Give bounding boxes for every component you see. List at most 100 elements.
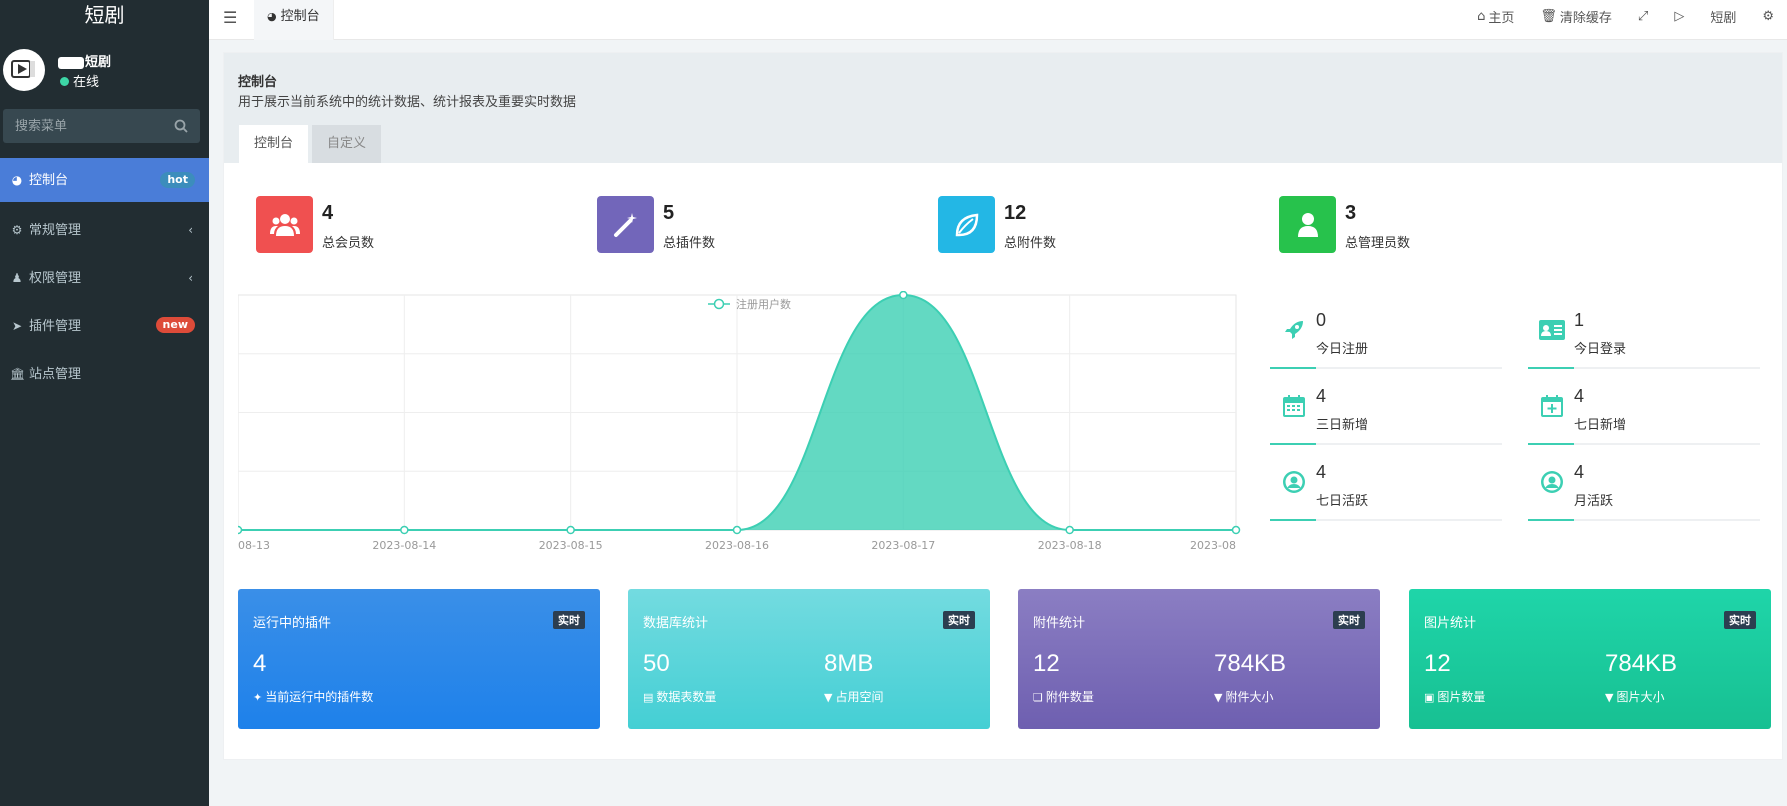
sidebar-item-label: 权限管理 <box>29 271 82 286</box>
chart-data-point <box>566 525 575 535</box>
card-value: 50 <box>643 650 670 677</box>
sidebar-item-general[interactable]: ⚙ 常规管理 ‹ <box>0 206 209 254</box>
mini-stat-today-login: 1 今日登录 <box>1528 308 1760 388</box>
users-icon: ♟ <box>11 271 23 285</box>
search-input[interactable] <box>3 109 163 143</box>
card-sub: ❏ 附件数量 <box>1033 688 1094 705</box>
card-title: 数据库统计 <box>643 616 709 631</box>
realtime-tag: 实时 <box>1724 611 1756 629</box>
user-status-label: 在线 <box>73 75 100 90</box>
fullscreen-button[interactable]: ⤢ <box>1638 9 1648 24</box>
chart-data-point <box>1065 525 1074 535</box>
card-title: 运行中的插件 <box>253 616 332 631</box>
realtime-tag: 实时 <box>943 611 975 629</box>
mini-stat-three-day: 4 三日新增 <box>1270 384 1502 464</box>
stat-icon-box <box>1279 196 1336 253</box>
tab-dashboard-content[interactable]: 控制台 <box>239 125 309 163</box>
dashboard-icon: ◕ <box>11 173 23 187</box>
tab-dashboard[interactable]: ◕ 控制台 <box>254 0 334 40</box>
settings-button[interactable]: ⚙ <box>1762 9 1774 24</box>
search-icon[interactable] <box>174 119 188 133</box>
sidebar-item-permissions[interactable]: ♟ 权限管理 ‹ <box>0 254 209 302</box>
card-sub-label: 图片大小 <box>1616 690 1665 704</box>
sidebar-item-dashboard[interactable]: ◕ 控制台 hot <box>0 158 209 202</box>
top-header: ☰ ◕ 控制台 ⌂ 主页 🗑 清除缓存 ⤢ ▷ 短剧 ⚙ <box>209 0 1787 40</box>
calendar-plus-icon <box>1538 392 1566 420</box>
chart-data-point <box>732 525 742 535</box>
stat-icon-box <box>256 196 313 253</box>
chart-data-point <box>899 291 908 300</box>
redacted-name <box>58 56 84 69</box>
user-circle-icon <box>1280 468 1308 496</box>
chart-legend-label: 注册用户数 <box>736 297 791 311</box>
chart-x-tick-label: 2023-08 <box>1190 539 1236 552</box>
card-sub-label: 占用空间 <box>835 690 884 704</box>
sidebar-item-site[interactable]: 🏛 站点管理 <box>0 350 209 398</box>
card-sub: ▼ 图片大小 <box>1605 688 1664 705</box>
stat-value: 4 <box>322 202 334 224</box>
filter-icon: ▼ <box>1214 691 1223 704</box>
stat-icon-box <box>938 196 995 253</box>
mini-stat-label: 七日新增 <box>1574 418 1627 433</box>
card-sub-label: 附件大小 <box>1225 690 1274 704</box>
divider <box>1270 519 1502 521</box>
stat-label: 总附件数 <box>1004 236 1057 251</box>
trash-icon: 🗑 <box>1540 9 1557 24</box>
header-actions: ⌂ 主页 🗑 清除缓存 ⤢ ▷ 短剧 ⚙ <box>1464 0 1787 33</box>
clear-cache-label: 清除缓存 <box>1559 11 1612 26</box>
leaf-icon <box>955 213 978 236</box>
home-link[interactable]: ⌂ 主页 <box>1477 7 1514 26</box>
chart-x-tick-label: 08-13 <box>238 539 270 552</box>
chart-x-tick-label: 2023-08-18 <box>1038 539 1102 552</box>
stat-label: 总插件数 <box>663 236 716 251</box>
menu-search <box>3 109 200 143</box>
divider <box>1528 519 1760 521</box>
site-avatar[interactable]: ▷ <box>1674 9 1684 24</box>
mini-stat-value: 4 <box>1574 462 1585 482</box>
database-icon: ▤ <box>643 691 654 704</box>
image-icon: ▣ <box>1424 691 1435 704</box>
stat-label: 总管理员数 <box>1345 236 1411 251</box>
new-badge: new <box>155 317 195 333</box>
user-panel: 短剧 在线 <box>0 33 209 107</box>
stat-value: 3 <box>1345 202 1357 224</box>
stat-label: 总会员数 <box>322 236 375 251</box>
card-sub-label: 图片数量 <box>1437 690 1486 704</box>
dashboard-icon: ◕ <box>267 10 277 23</box>
tab-label: 控制台 <box>280 9 320 24</box>
files-icon: ❏ <box>1033 691 1043 704</box>
stat-icon-box <box>597 196 654 253</box>
institution-icon: 🏛 <box>10 367 26 381</box>
realtime-tag: 实时 <box>1333 611 1365 629</box>
app-logo-title[interactable]: 短剧 <box>0 0 209 33</box>
user-icon <box>1297 212 1318 237</box>
card-value: 8MB <box>824 650 874 677</box>
chart-area <box>238 295 1236 530</box>
menu-toggle-icon[interactable]: ☰ <box>223 8 238 27</box>
mini-stat-seven-day: 4 七日新增 <box>1528 384 1760 464</box>
mini-stat-label: 今日登录 <box>1574 342 1627 357</box>
clear-cache-button[interactable]: 🗑 清除缓存 <box>1540 7 1612 26</box>
sidebar-item-label: 控制台 <box>29 173 69 188</box>
card-value: 784KB <box>1214 650 1287 677</box>
id-card-icon <box>1538 316 1566 344</box>
stat-value: 12 <box>1004 202 1027 224</box>
calendar-icon <box>1280 392 1308 420</box>
card-image-stats: 图片统计 实时 12 ▣ 图片数量 784KB ▼ 图片大小 <box>1409 589 1771 729</box>
users-icon <box>269 213 300 236</box>
divider <box>1528 443 1760 445</box>
chart-data-point <box>238 525 243 535</box>
card-value: 4 <box>253 650 267 677</box>
card-sub: ▼ 附件大小 <box>1214 688 1273 705</box>
card-value: 12 <box>1033 650 1060 677</box>
filter-icon: ▼ <box>1605 691 1614 704</box>
card-attachment-stats: 附件统计 实时 12 ❏ 附件数量 784KB ▼ 附件大小 <box>1018 589 1380 729</box>
mini-stat-value: 4 <box>1316 462 1327 482</box>
site-name-link[interactable]: 短剧 <box>1710 7 1736 26</box>
chart-x-tick-label: 2023-08-16 <box>705 539 769 552</box>
mini-stat-value: 1 <box>1574 310 1585 330</box>
card-sub-label: 当前运行中的插件数 <box>265 690 374 704</box>
tab-custom[interactable]: 自定义 <box>312 125 382 163</box>
sidebar-item-plugins[interactable]: ➤ 插件管理 new <box>0 302 209 350</box>
chart-x-tick-label: 2023-08-14 <box>372 539 436 552</box>
